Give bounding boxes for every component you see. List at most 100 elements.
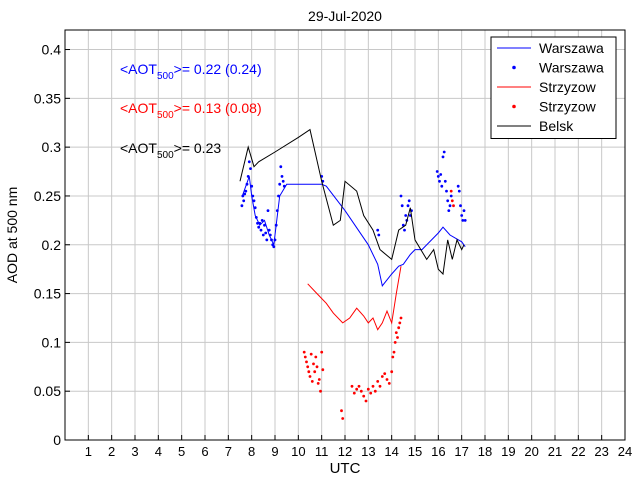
y-axis-label: AOD at 500 nm: [4, 187, 20, 284]
data-point: [263, 223, 266, 227]
data-point: [376, 228, 380, 232]
data-point: [461, 219, 465, 222]
data-point: [449, 189, 453, 193]
data-point: [366, 387, 370, 391]
data-point: [463, 219, 467, 222]
legend-label: Warszawa: [539, 40, 604, 56]
x-tick-label: 19: [501, 444, 515, 459]
legend: Warszawa Warszawa Strzyzow Strzyzow Belsk: [490, 36, 617, 139]
data-point: [355, 387, 359, 391]
data-point: [357, 384, 361, 388]
data-point: [438, 179, 441, 183]
data-point: [369, 391, 373, 395]
data-point: [272, 245, 276, 249]
data-point: [387, 382, 391, 385]
data-point: [315, 365, 319, 369]
data-point: [403, 228, 406, 232]
data-point: [447, 209, 451, 213]
data-point: [448, 204, 452, 208]
data-point: [359, 389, 363, 393]
data-point: [445, 189, 448, 193]
data-point: [275, 209, 279, 213]
series-strzyzow-points: [302, 189, 455, 420]
data-point: [251, 194, 255, 198]
aot-annotation-value: >= 0.23: [174, 140, 222, 156]
data-point: [282, 184, 286, 188]
legend-swatch-point: [512, 104, 516, 109]
data-point: [399, 316, 403, 320]
data-point: [243, 192, 247, 196]
series-warszawa-points: [240, 150, 467, 249]
axis-ticks: 1 2 3 4 5 6 7 8 9 10 11 12 13 14 15 16 17 18 19 20 21 22 23 240…: [34, 42, 632, 459]
data-point: [245, 182, 249, 186]
data-point: [457, 189, 461, 193]
data-point: [394, 331, 398, 334]
data-point: [278, 182, 282, 186]
data-point: [306, 365, 310, 369]
data-point: [390, 370, 394, 374]
x-tick-label: 15: [408, 444, 422, 459]
data-point: [321, 368, 325, 372]
data-point: [241, 194, 245, 198]
data-point: [440, 184, 444, 188]
y-tick-label: 0.35: [34, 90, 61, 106]
data-point: [280, 175, 284, 178]
data-point: [274, 223, 278, 227]
aot-annotations: <AOT500>= 0.22 (0.24)<AOT500>= 0.13 (0.0…: [120, 61, 262, 161]
x-tick-label: 22: [571, 444, 585, 459]
x-tick-label: 18: [478, 444, 492, 459]
aot-annotation-value: >= 0.22 (0.24): [174, 61, 262, 77]
x-tick-label: 24: [618, 444, 632, 459]
data-point: [362, 394, 366, 398]
y-tick-label: 0.3: [42, 139, 62, 155]
legend-box: [490, 36, 617, 139]
data-point: [307, 370, 311, 374]
data-point: [252, 199, 256, 203]
x-tick-label: 14: [384, 444, 398, 459]
x-tick-label: 2: [108, 444, 115, 459]
series-warszawa-line: [241, 176, 466, 287]
data-point: [270, 238, 273, 242]
data-point: [452, 204, 455, 208]
x-tick-label: 21: [548, 444, 562, 459]
x-tick-label: 3: [131, 444, 138, 459]
series-line: [239, 128, 465, 276]
aot-annotation-prefix: <AOT: [120, 61, 157, 77]
data-point: [240, 204, 244, 208]
data-point: [398, 321, 402, 325]
data-point: [267, 228, 271, 232]
x-tick-label: 4: [155, 444, 162, 459]
data-point: [385, 378, 389, 381]
y-tick-label: 0.15: [34, 286, 61, 302]
data-point: [380, 375, 384, 378]
data-point: [303, 355, 307, 359]
data-point: [314, 355, 318, 359]
y-tick-label: 0.05: [34, 383, 61, 399]
chart-title: 29-Jul-2020: [308, 8, 382, 24]
data-point: [316, 382, 320, 385]
data-point: [266, 209, 270, 213]
y-tick-label: 0.25: [34, 188, 61, 204]
data-point: [350, 384, 354, 388]
data-point: [253, 206, 257, 210]
data-point: [258, 221, 262, 225]
data-point: [383, 372, 387, 375]
data-point: [279, 165, 283, 169]
data-point: [308, 375, 312, 378]
data-point: [302, 350, 306, 354]
data-point: [364, 399, 368, 403]
data-point: [261, 233, 265, 237]
data-point: [317, 378, 321, 381]
data-point: [396, 336, 399, 339]
data-point: [449, 194, 453, 198]
x-tick-label: 12: [338, 444, 352, 459]
data-point: [439, 173, 443, 176]
data-point: [377, 233, 381, 237]
data-point: [259, 228, 263, 232]
legend-label: Strzyzow: [539, 99, 597, 115]
x-tick-label: 7: [225, 444, 232, 459]
data-point: [392, 350, 396, 354]
data-point: [441, 155, 445, 159]
aot-annotation-subscript: 500: [157, 150, 174, 161]
